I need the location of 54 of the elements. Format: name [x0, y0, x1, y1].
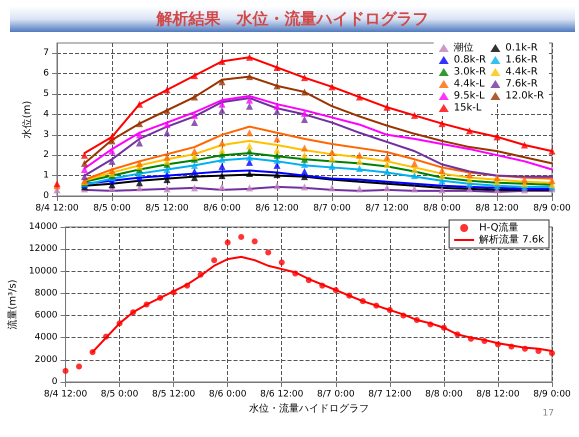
x-tick-label: 8/5 0:00 [100, 390, 139, 400]
x-tick-label: 8/8 0:00 [425, 390, 463, 400]
x-tick-label: 8/6 0:00 [208, 390, 247, 400]
x-tick-label: 8/8 0:00 [423, 204, 462, 214]
x-tick-label: 8/9 0:00 [533, 204, 572, 214]
y-tick-label: 0 [43, 191, 50, 201]
legend-label: 4.4k-R [505, 66, 538, 78]
x-tick-label: 8/5 12:00 [145, 204, 189, 214]
y-tick-label: 14000 [28, 222, 58, 232]
legend-label: 15k-L [454, 102, 482, 114]
legend-label: 3.0k-R [454, 66, 486, 78]
x-tick-label: 8/8 12:00 [476, 390, 520, 400]
legend-label: 0.1k-R [505, 42, 538, 54]
x-tick-label: 8/9 0:00 [533, 390, 572, 400]
x-tick-label: 8/7 12:00 [365, 204, 409, 214]
y-tick-label: 12000 [28, 244, 58, 254]
legend-label: 潮位 [454, 42, 474, 54]
x-tick-label: 8/7 0:00 [317, 390, 355, 400]
chart-title: 解析結果 水位・流量ハイドログラフ [10, 6, 575, 32]
x-axis-title: 水位・流量ハイドログラフ [248, 402, 369, 414]
x-tick-label: 8/6 12:00 [260, 390, 304, 400]
y-axis-title: 流量(m³/s) [6, 279, 18, 330]
x-tick-label: 8/4 12:00 [35, 204, 79, 214]
y-tick-label: 0 [52, 377, 58, 387]
y-tick-label: 2 [43, 150, 49, 160]
y-tick-label: 1 [43, 170, 49, 181]
y-tick-label: 5 [43, 89, 49, 99]
y-tick-label: 4 [43, 109, 50, 120]
legend-label: H-Q流量 [479, 222, 518, 234]
x-tick-label: 8/7 12:00 [368, 390, 412, 400]
y-tick-label: 7 [43, 48, 49, 58]
y-tick-label: 2000 [34, 354, 58, 365]
x-tick-label: 8/8 12:00 [475, 204, 519, 214]
y-tick-label: 10000 [28, 266, 58, 276]
legend-label: 7.6k-R [505, 78, 538, 90]
y-tick-label: 8000 [34, 288, 58, 298]
legend-label: 12.0k-R [505, 90, 544, 102]
y-tick-label: 3 [43, 130, 49, 140]
x-tick-label: 8/6 0:00 [203, 204, 242, 214]
legend-label: 解析流量 7.6k [479, 234, 544, 246]
legend-label: 4.4k-L [454, 78, 486, 90]
y-tick-label: 4000 [34, 332, 58, 343]
x-tick-label: 8/5 12:00 [152, 390, 196, 400]
x-tick-label: 8/7 0:00 [313, 204, 352, 214]
legend-label: 1.6k-R [505, 54, 538, 66]
y-tick-label: 6000 [34, 310, 58, 321]
legend-label: 0.8k-R [454, 54, 486, 66]
y-axis-title: 水位(m) [20, 100, 33, 138]
x-tick-label: 8/5 0:00 [93, 204, 132, 214]
x-tick-label: 8/6 12:00 [255, 204, 299, 214]
legend-label: 9.5k-L [454, 90, 486, 102]
x-tick-label: 8/4 12:00 [44, 390, 88, 400]
text: 17 [542, 408, 554, 418]
y-tick-label: 6 [43, 68, 50, 79]
